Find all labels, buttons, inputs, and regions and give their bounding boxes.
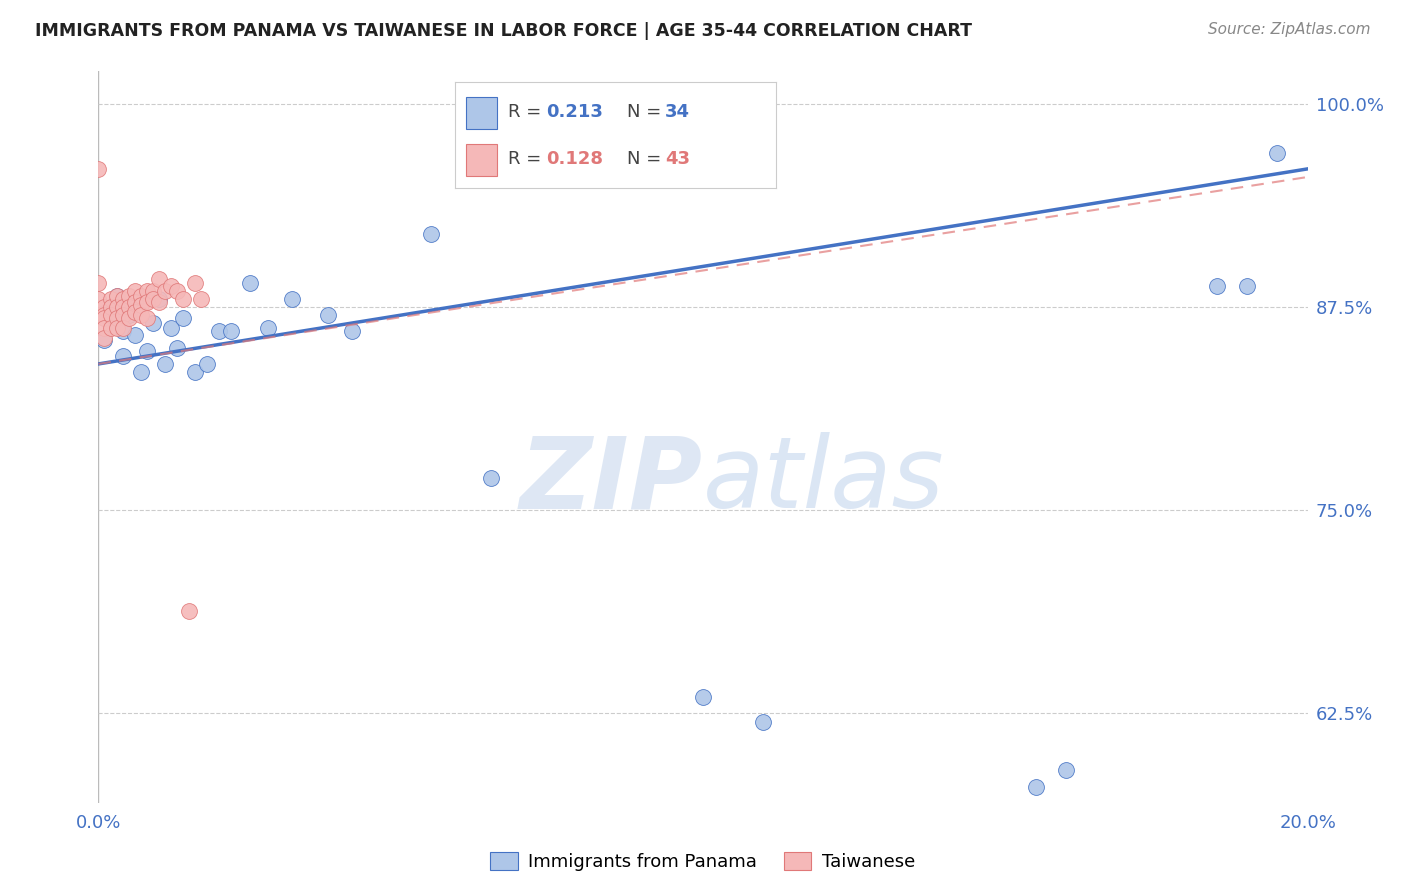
Point <box>153 284 176 298</box>
Point <box>142 316 165 330</box>
Text: ZIP: ZIP <box>520 433 703 530</box>
Point <box>111 321 134 335</box>
Point <box>172 292 194 306</box>
Point <box>160 279 183 293</box>
Point <box>93 311 115 326</box>
Point <box>172 311 194 326</box>
Point <box>1206 279 1229 293</box>
Point <box>100 300 122 314</box>
Point <box>124 305 146 319</box>
Point <box>118 308 141 322</box>
Point <box>105 316 128 330</box>
Point <box>1024 780 1046 794</box>
Point <box>105 288 128 302</box>
Point <box>93 333 115 347</box>
Point <box>1054 764 1077 778</box>
Point <box>148 295 170 310</box>
Point <box>105 300 128 314</box>
Point <box>692 690 714 705</box>
Point <box>111 349 134 363</box>
Point <box>135 311 157 326</box>
Point <box>190 292 212 306</box>
Point <box>87 161 110 176</box>
Point <box>166 284 188 298</box>
Point <box>221 325 243 339</box>
Point <box>105 321 128 335</box>
Point <box>93 331 115 345</box>
Point <box>142 284 165 298</box>
Point <box>124 327 146 342</box>
Point <box>281 292 304 306</box>
Point <box>160 321 183 335</box>
Point <box>111 308 134 322</box>
Point <box>420 227 443 241</box>
Point <box>93 300 115 314</box>
Point <box>135 343 157 358</box>
Point <box>118 300 141 314</box>
Point <box>129 365 152 379</box>
Point <box>100 321 122 335</box>
Point <box>129 288 152 302</box>
Point <box>87 276 110 290</box>
Text: Source: ZipAtlas.com: Source: ZipAtlas.com <box>1208 22 1371 37</box>
Legend: Immigrants from Panama, Taiwanese: Immigrants from Panama, Taiwanese <box>484 845 922 879</box>
Point <box>129 308 152 322</box>
Point <box>100 292 122 306</box>
Point <box>118 311 141 326</box>
Point <box>124 295 146 310</box>
Point <box>124 284 146 298</box>
Point <box>1267 145 1289 160</box>
Point <box>111 292 134 306</box>
Point <box>153 357 176 371</box>
Point <box>129 298 152 312</box>
Point <box>256 321 278 335</box>
Point <box>105 288 128 302</box>
Point <box>184 276 207 290</box>
Point <box>148 292 170 306</box>
Point <box>166 341 188 355</box>
Point <box>118 288 141 302</box>
Point <box>239 276 262 290</box>
Point <box>111 325 134 339</box>
Point <box>481 471 503 485</box>
Point <box>148 272 170 286</box>
Point <box>93 308 115 322</box>
Point <box>100 308 122 322</box>
Point <box>111 300 134 314</box>
Point <box>179 604 201 618</box>
Point <box>342 325 364 339</box>
Point <box>316 308 339 322</box>
Point <box>1236 279 1258 293</box>
Y-axis label: In Labor Force | Age 35-44: In Labor Force | Age 35-44 <box>0 318 8 557</box>
Point <box>100 300 122 314</box>
Point <box>93 321 115 335</box>
Text: atlas: atlas <box>703 433 945 530</box>
Point <box>105 311 128 326</box>
Point <box>752 714 775 729</box>
Text: IMMIGRANTS FROM PANAMA VS TAIWANESE IN LABOR FORCE | AGE 35-44 CORRELATION CHART: IMMIGRANTS FROM PANAMA VS TAIWANESE IN L… <box>35 22 972 40</box>
Point <box>195 357 218 371</box>
Point <box>87 292 110 306</box>
Point <box>208 325 231 339</box>
Point <box>135 284 157 298</box>
Point <box>184 365 207 379</box>
Point <box>142 292 165 306</box>
Point <box>135 295 157 310</box>
